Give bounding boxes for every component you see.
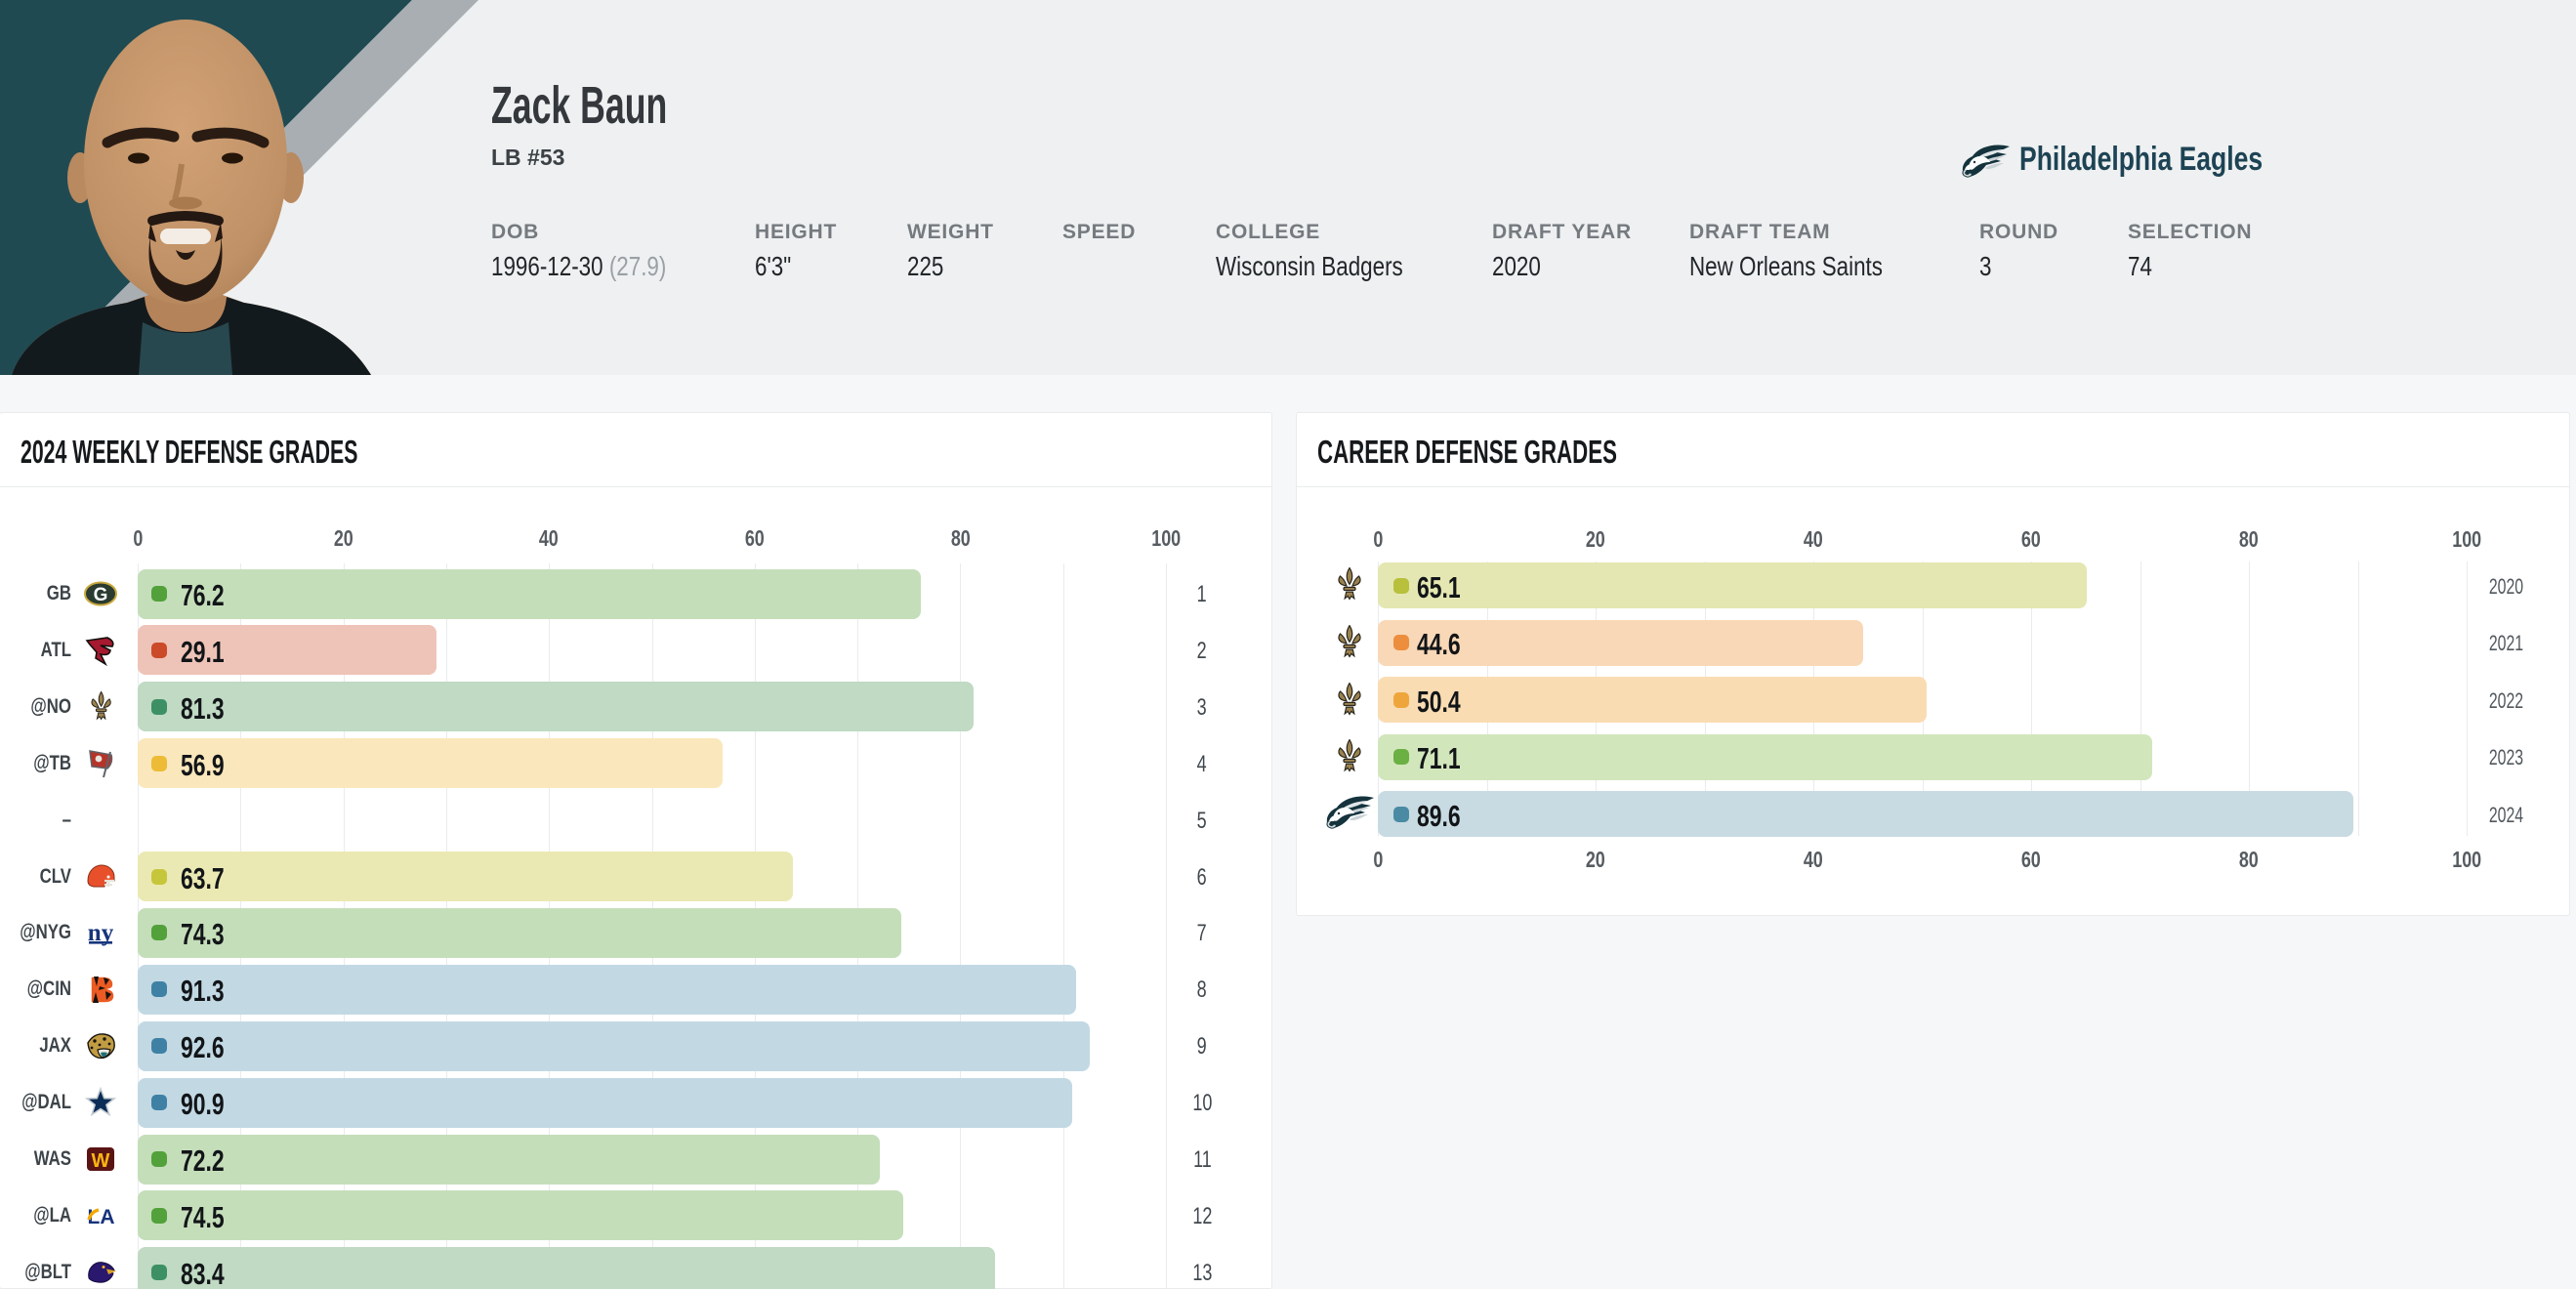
svg-text:W: W <box>92 1150 110 1172</box>
svg-text:G: G <box>94 585 108 605</box>
